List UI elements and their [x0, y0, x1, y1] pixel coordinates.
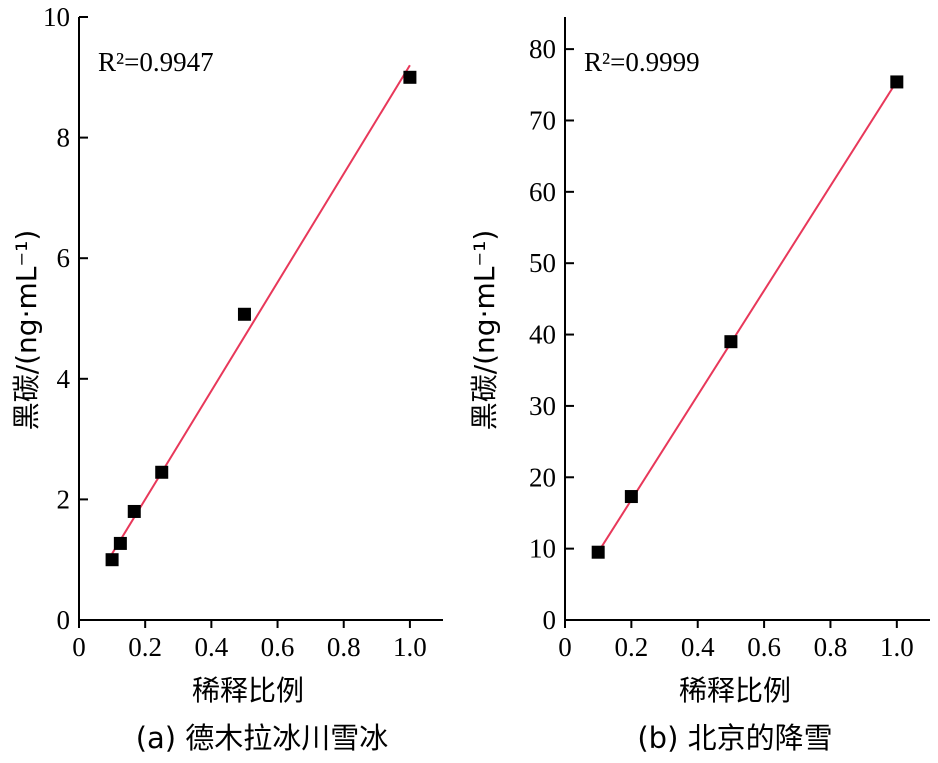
panel-b-y-tick-label: 40	[529, 320, 556, 350]
panel-b-data-point	[591, 545, 605, 559]
panel-a-x-tick-label: 0.8	[327, 632, 361, 662]
panel-b-y-tick-label: 60	[529, 177, 556, 207]
panel-a-data-point	[105, 553, 119, 567]
panel-b-x-tick-label: 0.8	[814, 632, 848, 662]
panel-b-y-tick-label: 20	[529, 462, 556, 492]
panel-b-data-point	[724, 335, 738, 349]
panel-b-y-axis-title: 黑碳/(ng·mL⁻¹)	[468, 230, 501, 431]
panel-a-x-tick-label: 0.6	[261, 632, 295, 662]
panel-a-caption: (a) 德木拉冰川雪冰	[136, 721, 389, 755]
panel-a-x-axis-title: 稀释比例	[192, 674, 304, 707]
panel-b-x-tick-label: 0.4	[681, 632, 715, 662]
panel-a-data-point	[403, 70, 417, 84]
panel-b-y-tick-label: 0	[543, 605, 557, 635]
panel-a-x-ticks: 0 0.2 0.4 0.6 0.8 1.0	[72, 620, 427, 662]
panel-a-x-tick-label: 1.0	[393, 632, 427, 662]
panel-a-y-tick-label: 4	[57, 364, 71, 394]
panel-b-y-tick-label: 80	[529, 34, 556, 64]
panel-b-data-point	[624, 490, 638, 504]
panel-a-data-point	[113, 536, 127, 550]
panel-a-points	[105, 70, 417, 567]
panel-a-y-tick-label: 6	[57, 243, 71, 273]
panel-a-axes	[78, 17, 443, 621]
panel-b-axes	[564, 17, 930, 621]
panel-a-x-tick-label: 0.2	[128, 632, 162, 662]
panel-a-y-tick-label: 0	[57, 605, 71, 635]
panel-b-x-tick-label: 1.0	[880, 632, 914, 662]
panel-a-y-tick-label: 8	[57, 123, 71, 153]
panel-b: 0 10 20 30 40 50 60 70 80 0 0.2 0.4 0.6 0.8 1.0 R²=0.…	[468, 17, 930, 755]
panel-b-y-ticks: 0 10 20 30 40 50 60 70 80	[529, 34, 574, 635]
panel-b-r2-label: R²=0.9999	[584, 47, 700, 77]
panel-a-r2-label: R²=0.9947	[98, 47, 214, 77]
panel-b-data-point	[890, 75, 904, 89]
panel-b-x-tick-label: 0.2	[614, 632, 648, 662]
panel-a-fit-line	[111, 64, 411, 555]
panel-a-y-tick-label: 2	[57, 484, 71, 514]
panel-a-x-tick-label: 0	[72, 632, 86, 662]
panel-b-y-tick-label: 30	[529, 391, 556, 421]
panel-b-regression-line	[597, 80, 898, 553]
panel-b-x-tick-label: 0.6	[747, 632, 781, 662]
panel-b-y-tick-label: 10	[529, 534, 556, 564]
panel-a-x-tick-label: 0.4	[194, 632, 228, 662]
panel-a: 0 2 4 6 8 10 0 0.2 0.4 0.6 0.8 1.0 R²=0.9947 黑碳/(n…	[10, 2, 443, 755]
panel-a-y-axis-title: 黑碳/(ng·mL⁻¹)	[10, 230, 43, 431]
panel-a-regression-line	[111, 64, 411, 555]
panel-a-data-point	[127, 504, 141, 518]
panel-b-y-tick-label: 70	[529, 105, 556, 135]
panel-b-fit-line	[597, 80, 898, 553]
panel-a-y-tick-label: 10	[43, 2, 70, 32]
panel-b-x-axis-title: 稀释比例	[679, 674, 791, 707]
panel-a-y-ticks: 0 2 4 6 8 10	[43, 2, 88, 635]
panel-a-data-point	[155, 465, 169, 479]
panel-b-x-ticks: 0 0.2 0.4 0.6 0.8 1.0	[558, 620, 914, 662]
panel-b-y-tick-label: 50	[529, 248, 556, 278]
panel-b-points	[591, 75, 904, 559]
panel-b-x-tick-label: 0	[558, 632, 572, 662]
panel-b-caption: (b) 北京的降雪	[637, 721, 832, 755]
panel-a-data-point	[237, 307, 251, 321]
